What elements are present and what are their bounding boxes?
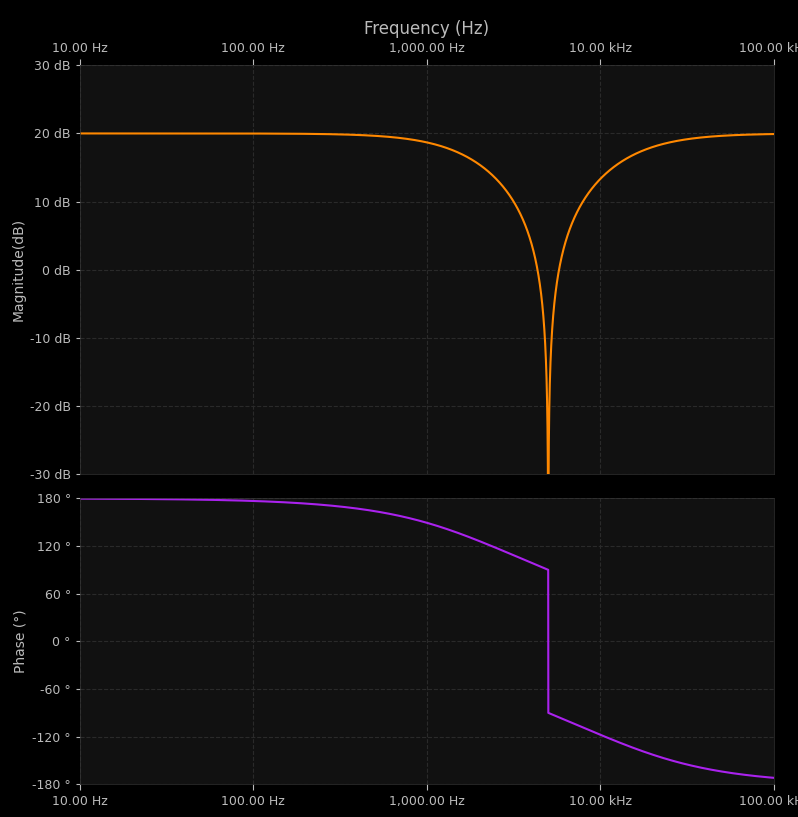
Y-axis label: Magnitude(dB): Magnitude(dB) [12,218,26,321]
X-axis label: Frequency (Hz): Frequency (Hz) [365,20,489,38]
Y-axis label: Phase (°): Phase (°) [14,609,28,673]
